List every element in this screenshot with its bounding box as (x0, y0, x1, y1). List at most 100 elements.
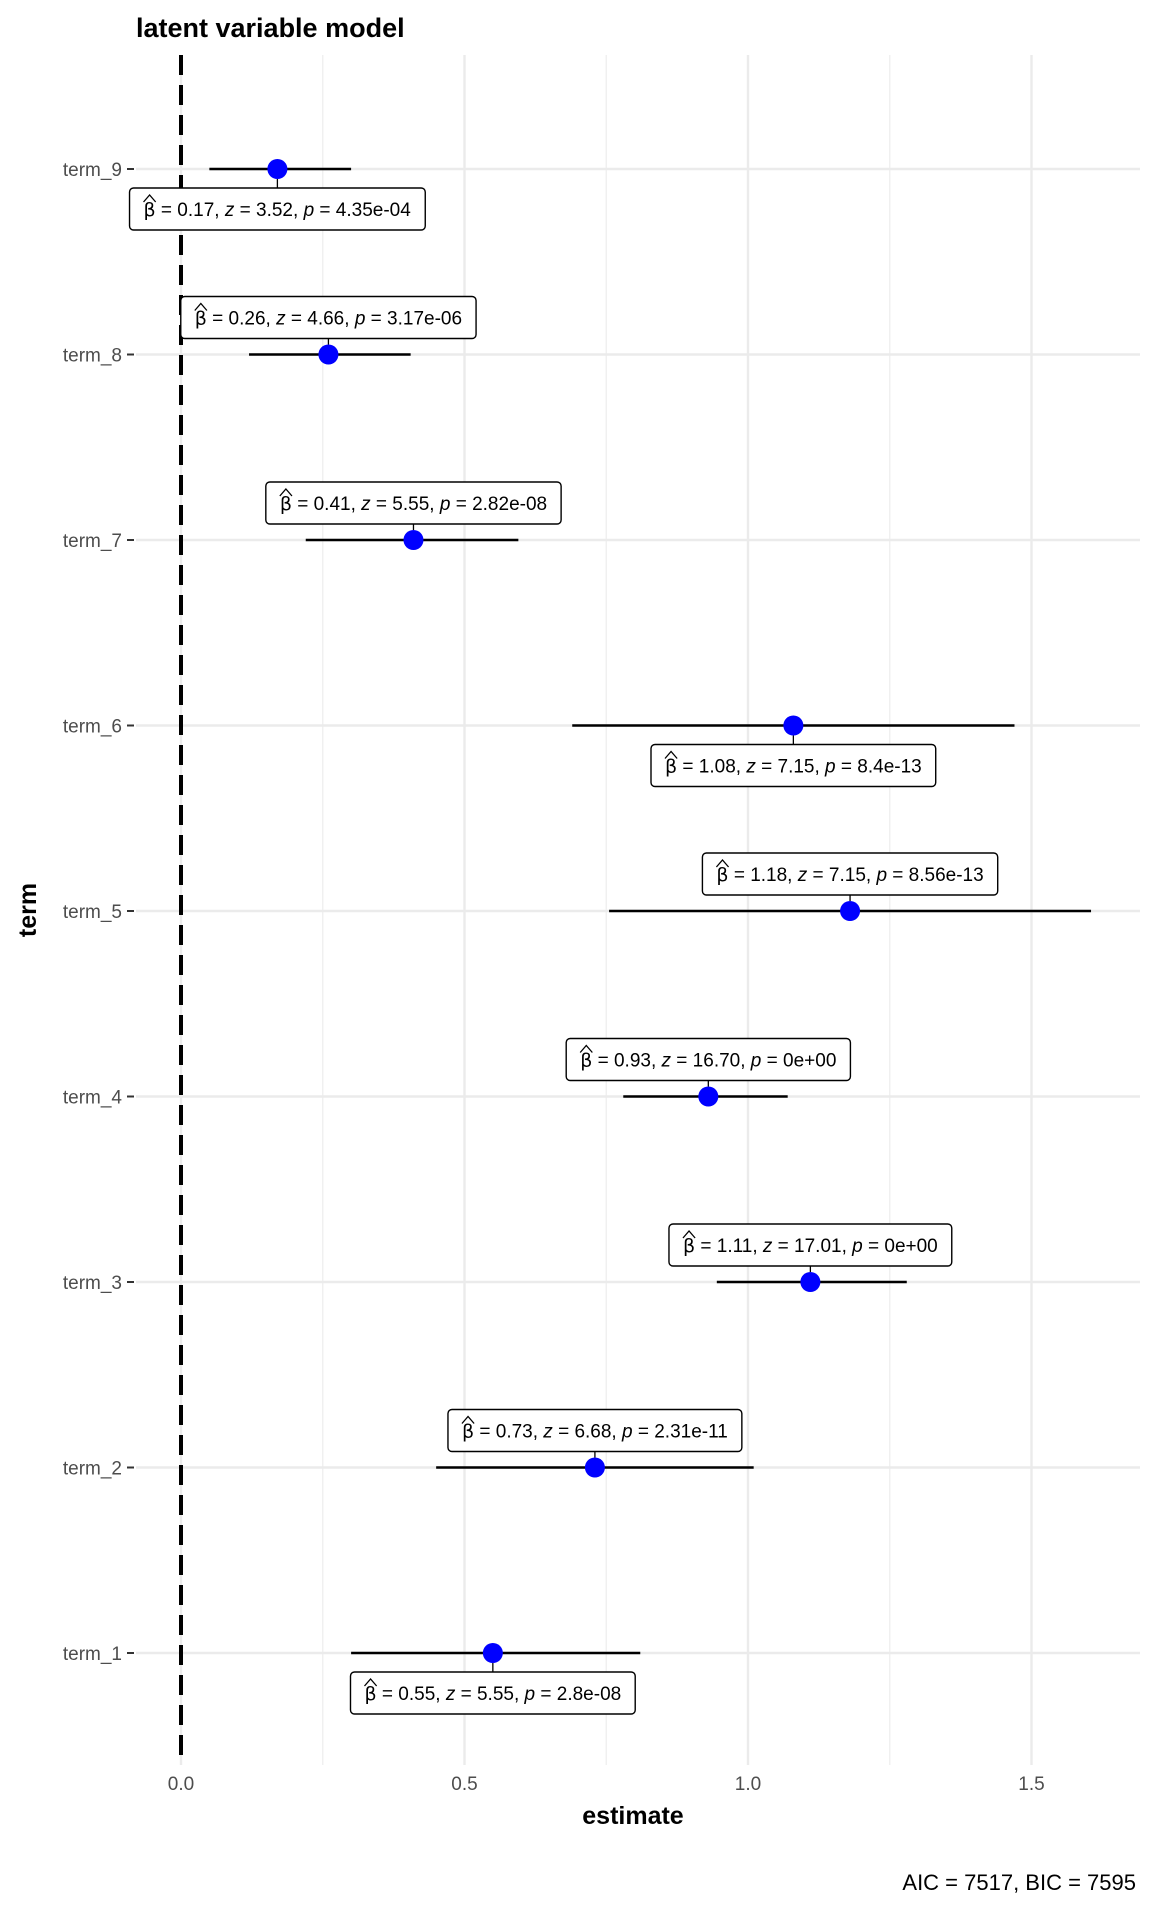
p-value: = 2.82e-08 (450, 494, 547, 515)
beta-symbol: β (665, 756, 677, 778)
stat-label-term_8: β = 0.26, z = 4.66, p = 3.17e-06 (180, 295, 477, 345)
beta-hat (279, 488, 293, 497)
y-tick-label: term_7 (63, 531, 122, 552)
beta-value: = 0.93, (592, 1051, 661, 1072)
point-term_9 (267, 159, 288, 179)
z-value: = 17.01, (772, 1236, 852, 1257)
p-symbol: p (875, 865, 887, 886)
p-symbol: p (750, 1051, 762, 1072)
beta-symbol: β (280, 493, 292, 515)
z-value: = 5.55, (371, 494, 440, 515)
y-tick-label: term_1 (63, 1644, 122, 1665)
z-symbol: z (360, 494, 371, 515)
stat-label-text: β = 0.55, z = 5.55, p = 2.8e-08 (364, 1683, 621, 1705)
z-value: = 7.15, (756, 757, 825, 778)
x-axis-label: estimate (582, 1802, 684, 1830)
beta-value: = 0.17, (156, 200, 225, 221)
stat-label-term_3: β = 1.11, z = 17.01, p = 0e+00 (668, 1223, 953, 1272)
p-value: = 3.17e-06 (365, 309, 462, 330)
p-symbol: p (621, 1422, 633, 1443)
beta-symbol: β (144, 199, 156, 221)
stat-label-text: β = 1.08, z = 7.15, p = 8.4e-13 (665, 756, 922, 778)
z-symbol: z (275, 309, 286, 330)
z-value: = 3.52, (234, 200, 303, 221)
z-value: = 4.66, (286, 309, 355, 330)
beta-value: = 1.18, (729, 865, 798, 886)
z-symbol: z (224, 200, 235, 221)
beta-symbol: β (462, 1421, 474, 1443)
stat-label-term_5: β = 1.18, z = 7.15, p = 8.56e-13 (701, 852, 999, 901)
z-value: = 6.68, (553, 1422, 622, 1443)
p-value: = 0e+00 (863, 1236, 938, 1257)
point-term_3 (800, 1272, 821, 1292)
x-tick-label: 1.0 (735, 1774, 761, 1795)
stat-label-text: β = 0.41, z = 5.55, p = 2.82e-08 (280, 493, 547, 515)
y-tick-label: term_6 (63, 717, 122, 738)
z-symbol: z (445, 1684, 456, 1705)
stat-label-text: β = 0.73, z = 6.68, p = 2.31e-11 (462, 1421, 728, 1443)
stat-label-term_7: β = 0.41, z = 5.55, p = 2.82e-08 (265, 481, 562, 530)
point-term_5 (840, 901, 861, 921)
p-value: = 4.35e-04 (314, 200, 411, 221)
beta-hat (194, 302, 208, 311)
chart-title: latent variable model (136, 13, 405, 43)
stat-label-text: β = 0.93, z = 16.70, p = 0e+00 (580, 1050, 836, 1072)
stat-label-text: β = 1.11, z = 17.01, p = 0e+00 (683, 1235, 938, 1257)
p-value: = 0e+00 (761, 1051, 836, 1072)
beta-value: = 1.11, (695, 1236, 763, 1257)
stat-labels: β = 0.55, z = 5.55, p = 2.8e-08 β = 0.73,… (128, 179, 999, 1715)
beta-hat (682, 1230, 696, 1239)
beta-hat (363, 1678, 378, 1687)
z-symbol: z (762, 1236, 773, 1257)
y-tick-label: term_3 (63, 1273, 122, 1294)
x-tick-label: 1.5 (1018, 1774, 1044, 1795)
y-tick-label: term_4 (63, 1088, 123, 1109)
y-tick-label: term_8 (63, 346, 122, 367)
z-symbol: z (797, 865, 808, 886)
stat-label-term_6: β = 1.08, z = 7.15, p = 8.4e-13 (650, 735, 937, 788)
p-symbol: p (851, 1236, 863, 1257)
p-symbol: p (303, 200, 315, 221)
z-symbol: z (661, 1051, 672, 1072)
p-symbol: p (824, 757, 836, 778)
beta-symbol: β (364, 1683, 376, 1705)
y-axis: term_1 term_2 term_3 term_4 term_5 term_6 term… (63, 160, 134, 1665)
point-term_6 (783, 715, 804, 736)
beta-hat (664, 750, 678, 759)
p-symbol: p (524, 1684, 536, 1705)
stat-label-term_1: β = 0.55, z = 5.55, p = 2.8e-08 (349, 1663, 636, 1715)
stat-label-text: β = 0.26, z = 4.66, p = 3.17e-06 (195, 308, 462, 330)
beta-symbol: β (683, 1235, 695, 1257)
point-term_4 (698, 1086, 719, 1107)
z-value: = 7.15, (807, 865, 876, 886)
z-value: = 16.70, (671, 1051, 751, 1072)
y-tick-label: term_9 (63, 160, 122, 181)
stat-label-term_2: β = 0.73, z = 6.68, p = 2.31e-11 (447, 1408, 743, 1458)
p-value: = 2.8e-08 (535, 1684, 621, 1705)
point-term_1 (482, 1643, 503, 1663)
caption: AIC = 7517, BIC = 7595 (902, 1870, 1136, 1895)
beta-symbol: β (195, 308, 207, 330)
y-tick-label: term_2 (63, 1459, 122, 1480)
z-value: = 5.55, (455, 1684, 524, 1705)
beta-value: = 0.55, (377, 1684, 446, 1705)
beta-hat (579, 1044, 593, 1053)
beta-symbol: β (580, 1050, 592, 1072)
x-axis: 0.0 0.5 1.0 1.5 (168, 1774, 1045, 1795)
p-symbol: p (439, 494, 451, 515)
beta-hat (461, 1415, 475, 1424)
y-axis-label: term (14, 883, 42, 937)
p-symbol: p (354, 309, 366, 330)
beta-value: = 1.08, (677, 757, 746, 778)
p-value: = 8.4e-13 (836, 757, 922, 778)
marks (209, 159, 1092, 1663)
beta-symbol: β (716, 864, 728, 886)
beta-hat (143, 194, 157, 203)
beta-value: = 0.41, (292, 494, 361, 515)
y-tick-label: term_5 (63, 902, 122, 923)
point-term_8 (318, 344, 339, 365)
stat-label-term_9: β = 0.17, z = 3.52, p = 4.35e-04 (128, 179, 426, 231)
stat-label-text: β = 1.18, z = 7.15, p = 8.56e-13 (716, 864, 983, 886)
point-term_7 (403, 530, 424, 550)
